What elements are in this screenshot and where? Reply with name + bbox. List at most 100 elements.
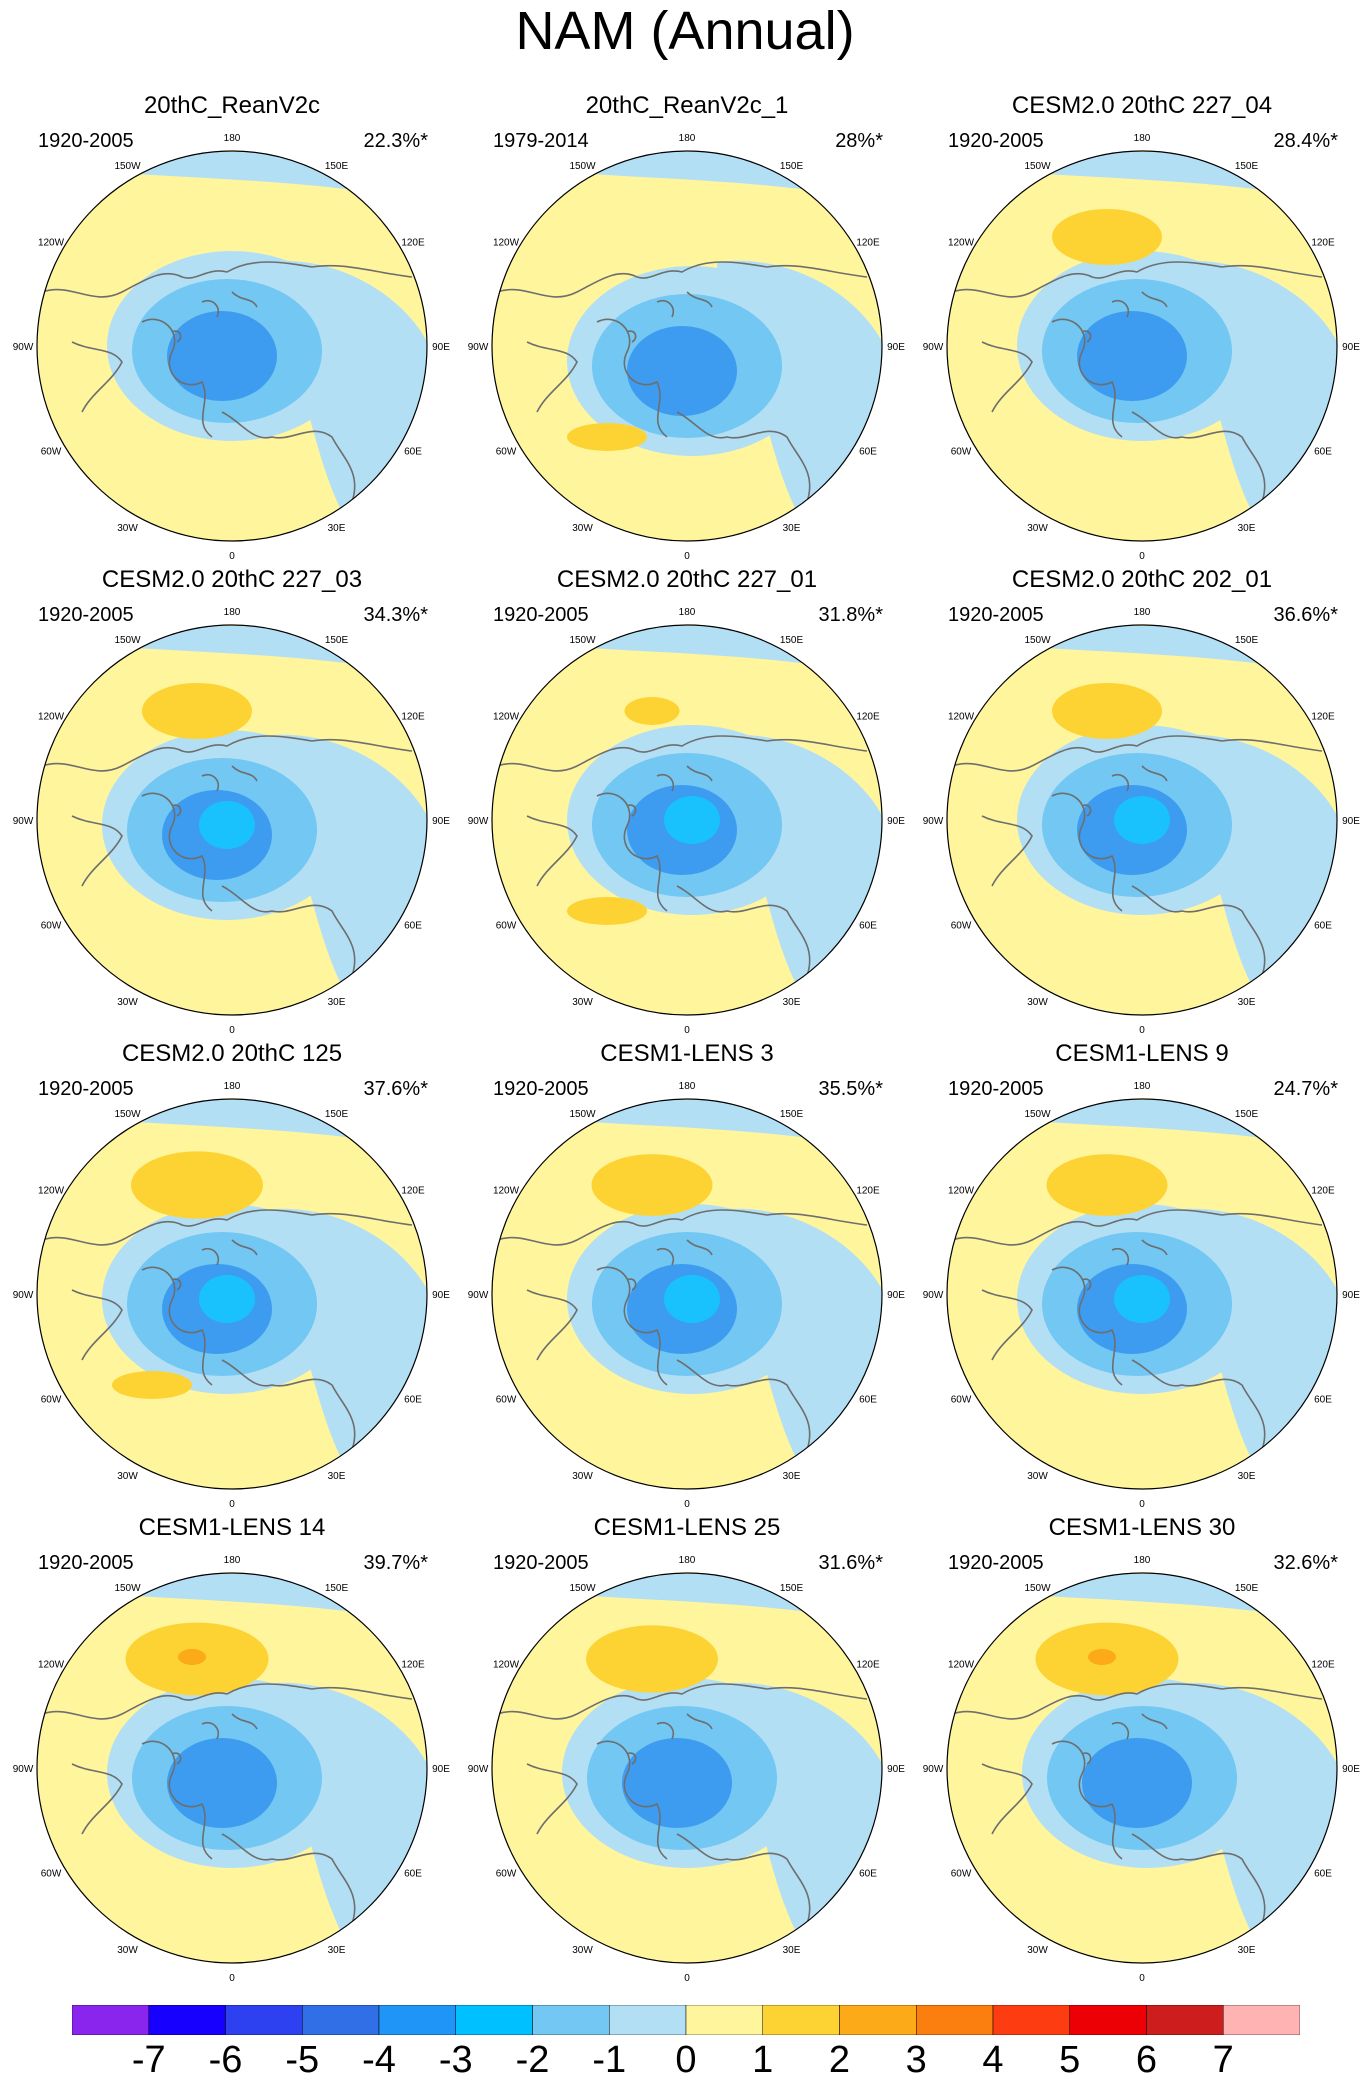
longitude-label: 120E <box>1311 238 1335 249</box>
longitude-label: 180 <box>224 1555 241 1566</box>
map-boundary <box>946 1098 1338 1490</box>
longitude-label: 30W <box>572 997 593 1008</box>
field-layer <box>947 151 1337 541</box>
longitude-label: 60W <box>496 1395 517 1406</box>
longitude-label: 150W <box>569 1109 596 1120</box>
longitude-label: 90E <box>1342 1764 1360 1775</box>
panel-period: 1920-2005 <box>948 1552 1044 1574</box>
field-positive-pacific <box>586 1625 718 1693</box>
colorbar-tick-label: 4 <box>982 2039 1004 2081</box>
longitude-label: 150E <box>325 1583 349 1594</box>
polar-map: 180 150E 120E 90E 60E 30E 0 30W 60W 90W 120W 150W <box>923 1081 1361 1510</box>
longitude-label: 180 <box>1134 133 1151 144</box>
panel-title: CESM2.0 20thC 227_01 <box>556 566 818 593</box>
longitude-label: 120W <box>38 1660 65 1671</box>
map-boundary <box>946 1572 1338 1964</box>
panel-period: 1920-2005 <box>38 1078 134 1100</box>
longitude-label: 30E <box>328 1945 346 1956</box>
longitude-label: 150W <box>569 635 596 646</box>
field-layer <box>37 1099 427 1489</box>
panel-variance: 31.6%* <box>818 1552 884 1574</box>
field-positive-atlantic <box>567 897 647 925</box>
field-layer <box>492 1099 882 1489</box>
panel-title: CESM2.0 20thC 202_01 <box>1011 566 1273 593</box>
longitude-label: 90W <box>923 342 944 353</box>
panel-variance: 39.7%* <box>363 1552 429 1574</box>
longitude-label: 90E <box>432 1764 450 1775</box>
longitude-label: 0 <box>1139 1973 1145 1984</box>
longitude-label: 120W <box>38 712 65 723</box>
longitude-label: 30W <box>1027 997 1048 1008</box>
longitude-label: 120E <box>1311 712 1335 723</box>
colorbar-segment <box>532 2005 610 2035</box>
longitude-label: 60E <box>859 1395 877 1406</box>
longitude-label: 0 <box>684 1973 690 1984</box>
field-negative-max <box>199 801 255 849</box>
panel-variance: 22.3%* <box>363 130 429 152</box>
longitude-label: 90W <box>13 816 34 827</box>
coastlines <box>951 261 1323 503</box>
longitude-label: 0 <box>1139 1499 1145 1510</box>
longitude-label: 150W <box>1024 1583 1051 1594</box>
polar-map: 180 150E 120E 90E 60E 30E 0 30W 60W 90W 120W 150W <box>923 607 1361 1036</box>
longitude-label: 90W <box>923 816 944 827</box>
field-positive-pacific <box>1046 1154 1168 1216</box>
longitude-label: 180 <box>679 133 696 144</box>
longitude-label: 180 <box>1134 1081 1151 1092</box>
longitude-label: 60W <box>951 1395 972 1406</box>
longitude-label: 150E <box>780 1109 804 1120</box>
colorbar-segment <box>302 2005 380 2035</box>
longitude-label: 120W <box>493 1660 520 1671</box>
longitude-label: 30W <box>117 997 138 1008</box>
longitude-label: 90E <box>887 1764 905 1775</box>
figure-title: NAM (Annual) <box>515 1 855 61</box>
field-negative-max <box>664 796 720 844</box>
field-negative-core <box>1077 311 1187 401</box>
field-positive-pacific <box>1052 683 1162 739</box>
panel-period: 1920-2005 <box>493 1078 589 1100</box>
map-boundary <box>36 1572 428 1964</box>
longitude-label: 60E <box>859 447 877 458</box>
field-negative-max <box>1114 1275 1170 1323</box>
longitude-label: 150E <box>1235 1109 1259 1120</box>
longitude-label: 30E <box>1238 1471 1256 1482</box>
longitude-label: 180 <box>224 1081 241 1092</box>
longitude-label: 0 <box>1139 1025 1145 1036</box>
map-boundary <box>946 150 1338 542</box>
longitude-label: 120W <box>493 238 520 249</box>
field-layer <box>37 1573 427 1963</box>
longitude-label: 120E <box>401 1186 425 1197</box>
polar-map: 180 150E 120E 90E 60E 30E 0 30W 60W 90W 120W 150W <box>13 1081 451 1510</box>
panel-title: CESM1-LENS 9 <box>1055 1040 1229 1067</box>
longitude-label: 30E <box>1238 997 1256 1008</box>
panel-period: 1920-2005 <box>38 604 134 626</box>
panel-variance: 34.3%* <box>363 604 429 626</box>
map-panel: CESM2.0 20thC 202_01 1920-2005 36.6%* 180 15… <box>922 566 1362 1036</box>
field-layer <box>492 151 882 541</box>
longitude-label: 60E <box>404 1869 422 1880</box>
longitude-label: 30E <box>783 1471 801 1482</box>
colorbar-tick-label: -6 <box>208 2039 243 2081</box>
colorbar-segment <box>1069 2005 1147 2035</box>
field-negative-core <box>167 1738 277 1828</box>
field-positive-pacific <box>1052 209 1162 265</box>
longitude-label: 120W <box>948 1186 975 1197</box>
longitude-label: 0 <box>229 551 235 562</box>
longitude-label: 90E <box>887 342 905 353</box>
longitude-label: 90E <box>432 342 450 353</box>
colorbar-tick-label: 7 <box>1212 2039 1234 2081</box>
longitude-label: 150W <box>114 635 141 646</box>
longitude-label: 150E <box>325 635 349 646</box>
longitude-label: 180 <box>224 133 241 144</box>
coastlines <box>496 1209 868 1451</box>
colorbar-segment <box>762 2005 840 2035</box>
longitude-label: 90W <box>468 816 489 827</box>
longitude-label: 150W <box>1024 1109 1051 1120</box>
colorbar-segment <box>455 2005 533 2035</box>
longitude-label: 30W <box>572 523 593 534</box>
coastlines <box>41 1209 413 1451</box>
map-panel: 20thC_ReanV2c 1920-2005 22.3%* 180 150E 120E 9… <box>12 92 452 562</box>
colorbar <box>72 2005 1300 2035</box>
longitude-label: 150E <box>1235 161 1259 172</box>
map-panel: CESM2.0 20thC 227_01 1920-2005 31.8%* 180 15… <box>467 566 907 1036</box>
